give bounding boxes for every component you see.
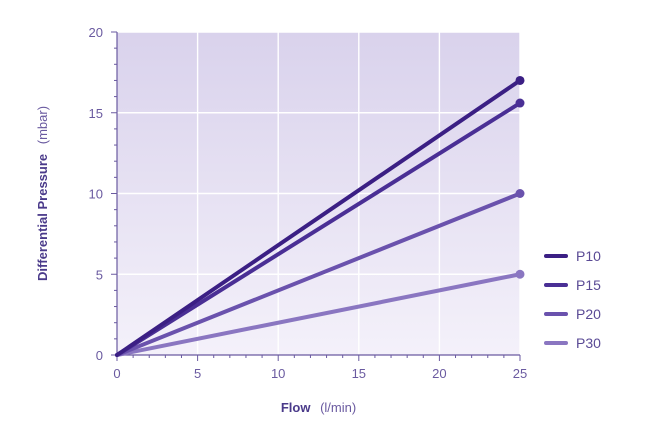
series-point-p30 xyxy=(515,269,525,279)
y-tick-label: 5 xyxy=(96,267,103,282)
y-tick-label: 10 xyxy=(89,187,103,202)
tick-labels: 0 5 10 15 20 25 0 5 10 15 20 xyxy=(89,25,528,381)
x-axis-label-unit: (l/min) xyxy=(320,400,356,415)
legend-label-p30: P30 xyxy=(576,335,601,351)
series-point-p15 xyxy=(515,98,525,108)
y-tick-label: 0 xyxy=(96,348,103,363)
legend-label-p20: P20 xyxy=(576,306,601,322)
y-axis-label: Differential Pressure (mbar) xyxy=(35,106,50,281)
series-point-p10 xyxy=(515,75,525,85)
x-tick-label: 25 xyxy=(513,366,527,381)
series-point-p20 xyxy=(515,189,525,198)
x-tick-label: 0 xyxy=(113,366,120,381)
legend: P10 P15 P20 P30 xyxy=(544,248,601,351)
x-axis-label-bold: Flow xyxy=(281,400,311,415)
y-tick-label: 15 xyxy=(89,106,103,121)
legend-label-p10: P10 xyxy=(576,248,601,264)
x-tick-label: 15 xyxy=(352,366,366,381)
axes xyxy=(111,31,521,361)
x-axis-label: Flow (l/min) xyxy=(281,400,356,415)
x-tick-label: 5 xyxy=(194,366,201,381)
x-tick-label: 20 xyxy=(432,366,446,381)
series-line-p10 xyxy=(115,78,522,357)
y-axis-label-unit: (mbar) xyxy=(35,106,50,144)
series-line-p15 xyxy=(115,101,522,357)
series-line-p20 xyxy=(115,191,522,357)
series-line-p30 xyxy=(115,272,522,357)
y-tick-label: 20 xyxy=(89,25,103,40)
legend-label-p15: P15 xyxy=(576,277,601,293)
data-series xyxy=(115,75,525,357)
y-axis-label-bold: Differential Pressure xyxy=(35,154,50,281)
x-tick-label: 10 xyxy=(271,366,285,381)
